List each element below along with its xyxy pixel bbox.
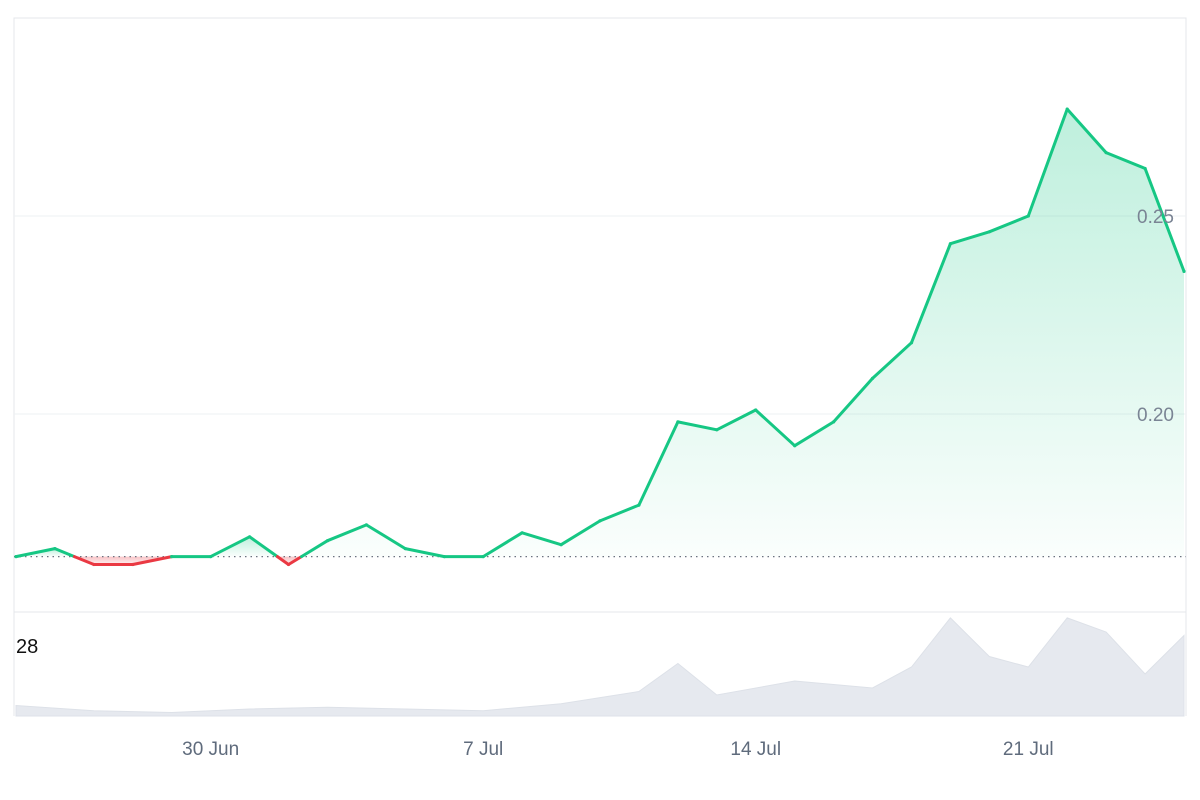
price-point [1143, 166, 1147, 171]
price-point [209, 555, 213, 559]
price-area-up [301, 109, 1184, 557]
x-tick-label: 14 Jul [730, 739, 781, 760]
price-point [364, 523, 368, 527]
price-point [14, 555, 18, 559]
price-point [754, 408, 758, 412]
price-line-down [72, 555, 174, 566]
price-area-up [171, 536, 278, 557]
price-point [793, 444, 797, 448]
price-point [481, 555, 485, 559]
price-point [987, 230, 991, 234]
price-point [170, 555, 174, 559]
price-point [559, 543, 563, 547]
price-point [676, 420, 680, 424]
volume-area-shape [15, 617, 1185, 717]
price-point [286, 562, 291, 567]
price-point [1026, 214, 1030, 218]
price-point [598, 519, 602, 523]
price-point [832, 420, 836, 424]
price-point [442, 555, 446, 559]
price-point [909, 341, 914, 345]
price-point [53, 547, 57, 551]
price-point [520, 531, 524, 535]
x-tick-label: 30 Jun [182, 739, 239, 760]
y-axis-ticks: 0.25 0.20 [1137, 207, 1174, 426]
price-line-up [300, 107, 1186, 559]
x-tick-label: 21 Jul [1003, 739, 1054, 760]
price-point [1065, 107, 1069, 111]
price-point [131, 562, 135, 567]
price-area-down [74, 556, 172, 565]
price-point [1182, 269, 1186, 273]
y-tick-label: 0.25 [1137, 207, 1174, 228]
price-point [325, 539, 330, 543]
price-point [870, 376, 875, 380]
volume-area [15, 617, 1185, 717]
price-point [248, 535, 252, 539]
price-line-up [170, 535, 279, 559]
chart-frame [13, 17, 1187, 716]
volume-label: 28 [16, 636, 38, 658]
y-tick-label: 0.20 [1137, 405, 1174, 426]
x-axis-ticks: 30 Jun 7 Jul 14 Jul 21 Jul [182, 739, 1053, 760]
price-point [1104, 151, 1108, 155]
price-point [715, 428, 719, 432]
price-point [637, 503, 641, 507]
price-point [92, 562, 96, 567]
price-line [14, 107, 1186, 567]
price-point [403, 547, 407, 551]
price-point [948, 242, 953, 246]
x-tick-label: 7 Jul [463, 739, 503, 760]
price-area-fill [16, 109, 1184, 565]
